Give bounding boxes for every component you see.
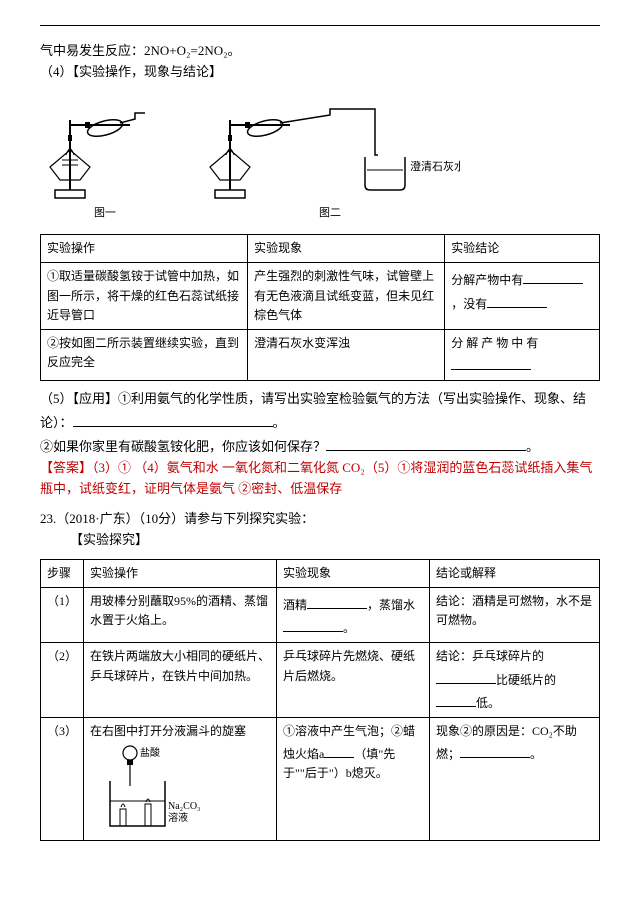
fig1-label: 图一 <box>40 205 170 223</box>
t1-r1-op: ①取适量碳酸氢铵于试管中加热，如图一所示，将干燥的红色石蕊试纸接近导管口 <box>41 263 248 330</box>
table-2: 步骤 实验操作 实验现象 结论或解释 （1） 用玻棒分别蘸取95%的酒精、蒸馏水… <box>40 559 600 841</box>
t2-r2-phen: 乒乓球碎片先燃烧、硬纸片后燃烧。 <box>277 643 430 718</box>
t1-h2: 实验现象 <box>248 235 445 263</box>
t2-h1: 步骤 <box>41 559 84 587</box>
solution-label: 溶液 <box>168 811 188 824</box>
t2-r1-conc: 结论：酒精是可燃物，水不是可燃物。 <box>430 588 600 643</box>
intro-line-2: （4）【实验操作，现象与结论】 <box>40 62 600 83</box>
diagram-row: 图一 澄清石灰水 图二 <box>40 95 600 223</box>
t2-h2: 实验操作 <box>84 559 277 587</box>
intro-line-1: 气中易发生反应：2NO+O₂=2NO₂。 <box>40 41 600 62</box>
t2-r3-op: 在右图中打开分液漏斗的旋塞 盐酸 Na₂CO₃ 溶液 <box>84 718 277 841</box>
t2-r2-op: 在铁片两端放大小相同的硬纸片、乒乓球碎片，在铁片中间加热。 <box>84 643 277 718</box>
q23-head: 23.（2018·广东）（10分）请参与下列探究实验： <box>40 509 600 530</box>
section5-line1: （5）【应用】①利用氨气的化学性质，请写出实验室检验氨气的方法（写出实验操作、现… <box>40 389 600 434</box>
table-1: 实验操作 实验现象 实验结论 ①取适量碳酸氢铵于试管中加热，如图一所示，将干燥的… <box>40 234 600 381</box>
t2-h3: 实验现象 <box>277 559 430 587</box>
t2-h4: 结论或解释 <box>430 559 600 587</box>
section5-line2: ②如果你家里有碳酸氢铵化肥，你应该如何保存？。 <box>40 434 600 458</box>
t2-r2-conc: 结论：乒乓球碎片的比硬纸片的低。 <box>430 643 600 718</box>
na2co3-label: Na₂CO₃ <box>168 801 200 812</box>
page-rule <box>40 25 600 26</box>
acid-label: 盐酸 <box>140 746 160 759</box>
t1-r2-conc: 分 解 产 物 中 有 <box>445 329 600 380</box>
q23-sub: 【实验探究】 <box>70 530 600 551</box>
t2-r1-phen: 酒精，蒸馏水。 <box>277 588 430 643</box>
figure-2: 澄清石灰水 图二 <box>200 95 460 223</box>
answer-text: 【答案】（3）① （4）氨气和水 一氧化氮和二氧化氮 CO₂（5）①将湿润的蓝色… <box>40 458 600 500</box>
t2-r3-phen: ①溶液中产生气泡；②蜡烛火焰a（填"先于""后于"）b熄灭。 <box>277 718 430 841</box>
t2-r3-conc: 现象②的原因是：CO₂不助燃；。 <box>430 718 600 841</box>
limewater-label: 澄清石灰水 <box>410 159 460 173</box>
fig2-label: 图二 <box>200 205 460 223</box>
t1-r1-conc: 分解产物中有，没有 <box>445 263 600 330</box>
t1-h1: 实验操作 <box>41 235 248 263</box>
t1-r2-phen: 澄清石灰水变浑浊 <box>248 329 445 380</box>
figure-1: 图一 <box>40 95 170 223</box>
t2-r1-op: 用玻棒分别蘸取95%的酒精、蒸馏水置于火焰上。 <box>84 588 277 643</box>
t2-r3-n: （3） <box>41 718 84 841</box>
t2-r1-n: （1） <box>41 588 84 643</box>
t1-h3: 实验结论 <box>445 235 600 263</box>
t2-r2-n: （2） <box>41 643 84 718</box>
t1-r2-op: ②按如图二所示装置继续实验，直到反应完全 <box>41 329 248 380</box>
beaker-diagram: 盐酸 Na₂CO₃ 溶液 <box>90 741 200 836</box>
t1-r1-phen: 产生强烈的刺激性气味，试管壁上有无色液滴且试纸变蓝，但未见红棕色气体 <box>248 263 445 330</box>
